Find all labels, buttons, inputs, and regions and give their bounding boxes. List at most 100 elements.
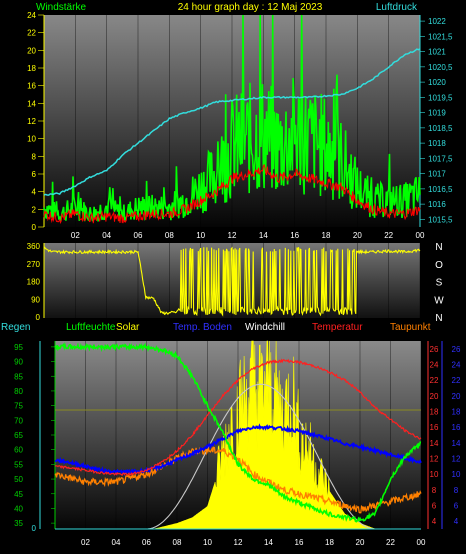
wind-tick-label: 8 [32,152,37,161]
climate-x-tick-label: 16 [295,538,304,547]
climate-x-tick-label: 12 [234,538,243,547]
wind-tick-label: 4 [32,188,37,197]
pressure-tick-label: 1015,5 [428,215,453,224]
pressure-tick-label: 1019,5 [428,93,453,102]
temp-tick-label: 16 [430,423,439,432]
wind-x-tick-label: 06 [134,231,143,240]
wind-tick-label: 6 [32,170,37,179]
pressure-tick-label: 1017,5 [428,154,453,163]
pressure-tick-label: 1022 [428,17,446,26]
temp-tick-label: 8 [432,486,437,495]
climate-x-tick-label: 02 [81,538,90,547]
soil-temp-tick-label: 18 [452,408,461,417]
wind-x-tick-label: 22 [384,231,393,240]
temperature-series [54,358,422,477]
climate-x-tick-label: 08 [173,538,182,547]
soil-temp-tick-label: 8 [454,486,459,495]
legend-solar: Solar [116,322,140,333]
rain-tick-label: 0 [32,524,37,533]
soil-temp-tick-label: 12 [452,455,461,464]
wind-tick-label: 24 [27,11,36,20]
wind-direction-series [43,246,421,317]
wind-tick-label: 20 [27,46,36,55]
wind-tick-label: 2 [32,205,37,214]
humidity-tick-label: 85 [14,372,23,381]
legend-temp-boden: Temp. Boden [173,322,232,333]
climate-x-tick-label: 04 [112,538,121,547]
dewpoint-series [54,446,422,514]
humidity-tick-label: 45 [14,490,23,499]
pressure-tick-label: 1018,5 [428,124,453,133]
wind-tick-label: 0 [32,223,37,232]
temp-tick-label: 20 [430,392,439,401]
pressure-axis-title: Luftdruck [376,2,418,13]
pressure-tick-label: 1021 [428,48,446,57]
wind-tick-label: 22 [27,29,36,38]
direction-tick-label: 360 [27,242,41,251]
pressure-tick-label: 1020,5 [428,63,453,72]
temp-tick-label: 24 [430,361,439,370]
humidity-tick-label: 40 [14,504,23,513]
humidity-series [54,341,422,523]
wind-x-tick-label: 20 [353,231,362,240]
temp-tick-label: 10 [430,470,439,479]
wind-x-tick-label: 10 [196,231,205,240]
pressure-series [43,48,421,196]
direction-tick-label: 270 [27,260,41,269]
temp-tick-label: 18 [430,408,439,417]
climate-x-tick-label: 22 [386,538,395,547]
humidity-tick-label: 70 [14,416,23,425]
direction-compass-label: N [435,242,442,253]
pressure-tick-label: 1020 [428,78,446,87]
solar-max-series [146,383,376,530]
wind-x-tick-label: 04 [102,231,111,240]
temp-tick-label: 26 [430,345,439,354]
direction-compass-label: S [436,278,443,289]
wind-x-tick-label: 08 [165,231,174,240]
pressure-tick-label: 1017 [428,170,446,179]
wind-x-tick-label: 00 [416,231,425,240]
soil-temp-tick-label: 16 [452,423,461,432]
legend-regen: Regen [1,322,30,333]
temp-tick-label: 22 [430,376,439,385]
climate-x-tick-label: 00 [417,538,426,547]
wind-tick-label: 18 [27,64,36,73]
pressure-tick-label: 1021,5 [428,32,453,41]
wind-tick-label: 16 [27,82,36,91]
direction-compass-label: W [434,295,444,306]
soil-temp-tick-label: 10 [452,470,461,479]
humidity-tick-label: 75 [14,402,23,411]
temp-tick-label: 6 [432,502,437,511]
climate-x-tick-label: 20 [356,538,365,547]
humidity-tick-label: 90 [14,358,23,367]
legend: Regen Luftfeuchte Solar Temp. Boden Wind… [1,322,431,333]
humidity-tick-label: 50 [14,475,23,484]
wind-x-tick-label: 18 [322,231,331,240]
humidity-tick-label: 35 [14,519,23,528]
humidity-tick-label: 80 [14,387,23,396]
humidity-tick-label: 95 [14,343,23,352]
soil-temp-tick-label: 20 [452,392,461,401]
climate-x-tick-label: 14 [264,538,273,547]
humidity-tick-label: 55 [14,460,23,469]
direction-tick-label: 90 [31,295,40,304]
soil-temp-tick-label: 4 [454,517,459,526]
wind-tick-label: 12 [27,117,36,126]
climate-x-tick-label: 06 [142,538,151,547]
soil-temp-tick-label: 24 [452,361,461,370]
chart-title: 24 hour graph day : 12 Maj 2023 [178,2,323,13]
wind-average-series [43,163,421,225]
wind-gust-series [43,14,421,222]
direction-tick-label: 0 [36,313,41,322]
soil-temp-tick-label: 6 [454,502,459,511]
climate-x-tick-label: 10 [203,538,212,547]
climate-x-tick-label: 18 [325,538,334,547]
humidity-tick-label: 60 [14,446,23,455]
wind-x-tick-label: 14 [259,231,268,240]
humidity-tick-label: 65 [14,431,23,440]
wind-tick-label: 10 [27,135,36,144]
temp-tick-label: 4 [432,517,437,526]
legend-windchill: Windchill [245,322,285,333]
legend-luftfeuchte: Luftfeuchte [66,322,116,333]
